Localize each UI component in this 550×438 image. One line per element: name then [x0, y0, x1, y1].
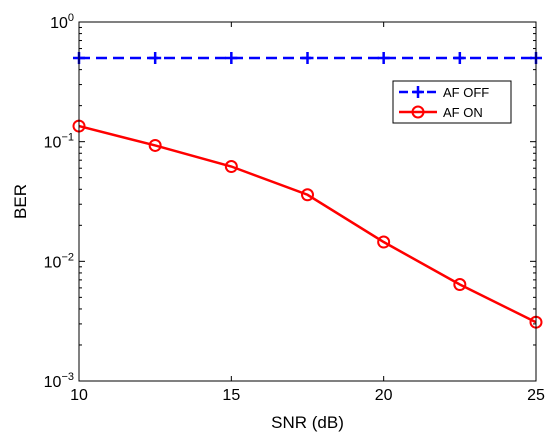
data-point-plus: [412, 86, 424, 98]
data-point-plus: [377, 52, 390, 65]
data-point-plus: [149, 52, 162, 65]
x-axis-label: SNR (dB): [271, 413, 344, 432]
data-point-circle: [301, 188, 314, 202]
data-point-circle: [453, 278, 467, 292]
y-tick-label: 10−1: [44, 132, 74, 152]
data-point-circle: [411, 105, 425, 119]
y-tick-label-exponent: −2: [61, 251, 74, 263]
y-tick-label-exponent: 0: [68, 12, 74, 24]
x-tick-label: 10: [70, 387, 88, 404]
data-point-circle: [148, 138, 162, 152]
y-tick-label-exponent: −1: [61, 132, 74, 144]
y-tick-label: 10−2: [44, 251, 74, 271]
y-tick-label-base: 10: [44, 135, 62, 152]
x-tick-label: 25: [527, 387, 545, 404]
plot-frame: [78, 21, 537, 382]
y-tick-label-base: 10: [50, 15, 68, 32]
data-point-plus: [225, 52, 238, 65]
x-tick-label: 15: [222, 387, 240, 404]
data-point-plus: [301, 52, 314, 65]
legend-label: AF OFF: [443, 85, 489, 100]
y-tick-label-base: 10: [44, 374, 62, 391]
data-point-circle: [224, 160, 238, 174]
legend: AF OFF AF ON: [392, 80, 512, 124]
data-point-plus: [453, 52, 466, 65]
y-tick-label: 100: [50, 12, 74, 32]
y-tick-label-base: 10: [44, 254, 62, 271]
series-af-off: [73, 52, 542, 65]
series-line: [78, 124, 537, 324]
legend-box: [392, 80, 512, 124]
y-tick-label: 10−3: [44, 371, 74, 391]
series-layer: [72, 52, 543, 329]
y-axis-label: BER: [11, 184, 30, 219]
x-tick-label: 20: [375, 387, 393, 404]
legend-label: AF ON: [443, 105, 483, 120]
plot-area: [79, 22, 536, 381]
data-point-circle: [377, 235, 391, 249]
y-tick-label-exponent: −3: [61, 371, 74, 383]
